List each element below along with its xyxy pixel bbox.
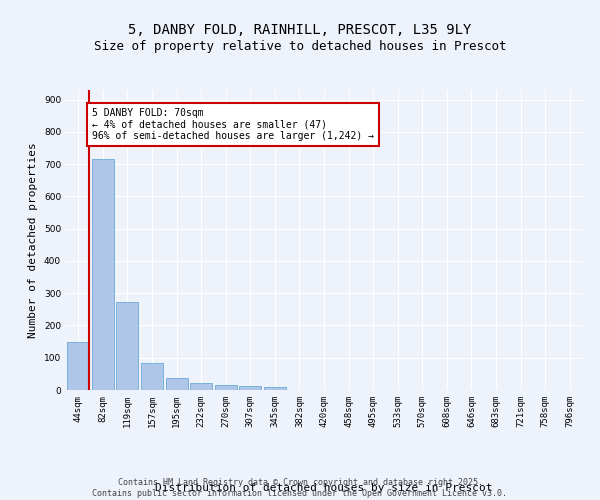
Bar [116, 302, 139, 390]
X-axis label: Distribution of detached houses by size in Prescot: Distribution of detached houses by size … [155, 482, 493, 492]
Text: Contains HM Land Registry data © Crown copyright and database right 2025.
Contai: Contains HM Land Registry data © Crown c… [92, 478, 508, 498]
Bar [67, 342, 89, 390]
Text: Size of property relative to detached houses in Prescot: Size of property relative to detached ho… [94, 40, 506, 53]
Bar [92, 158, 114, 390]
Text: 5, DANBY FOLD, RAINHILL, PRESCOT, L35 9LY: 5, DANBY FOLD, RAINHILL, PRESCOT, L35 9L… [128, 22, 472, 36]
Bar [264, 387, 286, 390]
Bar [215, 386, 237, 390]
Bar [239, 386, 262, 390]
Text: 5 DANBY FOLD: 70sqm
← 4% of detached houses are smaller (47)
96% of semi-detache: 5 DANBY FOLD: 70sqm ← 4% of detached hou… [92, 108, 374, 141]
Bar [166, 378, 188, 390]
Bar [190, 383, 212, 390]
Y-axis label: Number of detached properties: Number of detached properties [28, 142, 38, 338]
Bar [141, 362, 163, 390]
